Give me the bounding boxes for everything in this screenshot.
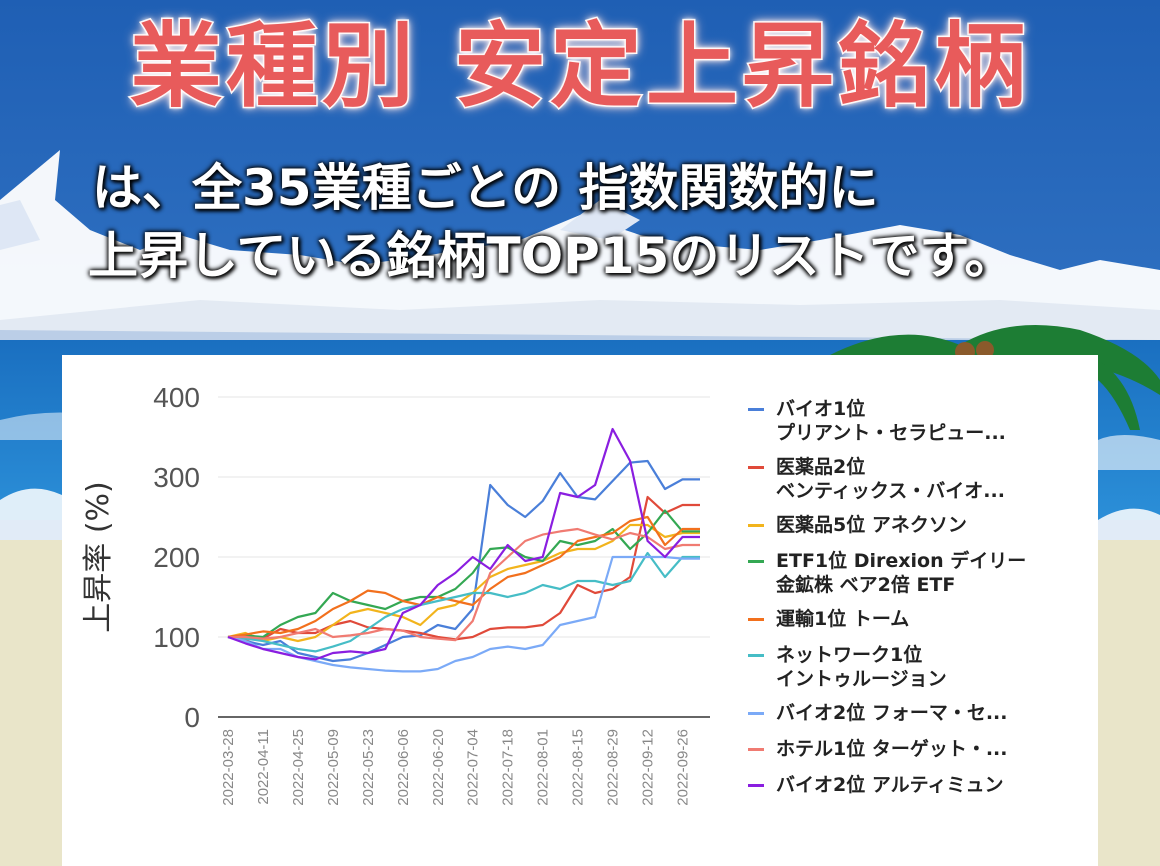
legend-swatch <box>748 466 764 469</box>
legend-label: ETF1位 Direxion デイリー <box>776 550 1027 572</box>
x-tick-label: 2022-04-11 <box>255 729 272 805</box>
series-line <box>227 523 700 643</box>
x-tick-label: 2022-09-12 <box>640 729 657 806</box>
x-tick-label: 2022-06-20 <box>430 729 447 806</box>
legend-label-line2: プリアント・セラピュー... <box>776 422 1006 444</box>
x-tick-label: 2022-08-15 <box>570 729 587 806</box>
legend-item: ETF1位 Direxion デイリー 金鉱株 ベア2倍 ETF <box>748 549 1088 597</box>
y-tick-label: 300 <box>153 462 200 493</box>
x-tick-label: 2022-05-09 <box>325 729 342 806</box>
legend-label-line2: ベンティックス・バイオ... <box>776 480 1005 502</box>
legend-item: 医薬品2位 ベンティックス・バイオ... <box>748 455 1088 503</box>
series-line <box>227 509 700 639</box>
legend-label: バイオ2位 アルティミュン <box>776 774 1004 796</box>
legend-swatch <box>748 560 764 563</box>
y-tick-label: 0 <box>184 702 200 733</box>
legend-label: ネットワーク1位 <box>776 644 923 666</box>
palm-tree-icon <box>830 325 1160 430</box>
subtitle-line-2: 上昇している銘柄TOP15のリストです。 <box>88 227 1015 285</box>
legend-swatch <box>748 748 764 751</box>
x-tick-label: 2022-04-25 <box>290 729 307 806</box>
legend-swatch <box>748 524 764 527</box>
x-tick-label: 2022-07-18 <box>500 729 517 806</box>
legend-label: ホテル1位 ターゲット・... <box>776 738 1008 760</box>
series-line <box>228 527 700 642</box>
chart-legend: バイオ1位 プリアント・セラピュー... 医薬品2位 ベンティックス・バイオ... 医薬… <box>748 397 1088 809</box>
y-axis-label: 上昇率 (%) <box>81 481 116 632</box>
legend-label: バイオ2位 フォーマ・セ... <box>776 702 1008 724</box>
x-tick-label: 2022-09-26 <box>675 729 692 806</box>
legend-item: ホテル1位 ターゲット・... <box>748 737 1088 761</box>
page-title: 業種別 安定上昇銘柄 <box>128 12 1031 122</box>
y-tick-label: 400 <box>153 382 200 413</box>
subtitle-line-1: は、全35業種ごとの 指数関数的に <box>92 159 879 217</box>
clouds <box>0 150 1160 340</box>
legend-item: 医薬品5位 アネクソン <box>748 513 1088 537</box>
legend-item: バイオ2位 アルティミュン <box>748 773 1088 797</box>
legend-label: 医薬品2位 <box>776 456 866 478</box>
series-line <box>227 427 700 661</box>
y-tick-label: 100 <box>153 622 200 653</box>
x-tick-label: 2022-07-04 <box>465 729 482 806</box>
x-tick-label: 2022-08-01 <box>535 729 552 806</box>
chart-panel: 0 100 200 300 400 上昇率 (%) 2022-03-28 2022-04-11… <box>62 355 1098 866</box>
line-chart: 0 100 200 300 400 上昇率 (%) 2022-03-28 2022-04-11… <box>81 382 710 806</box>
legend-label-line2: 金鉱株 ベア2倍 ETF <box>776 574 956 596</box>
legend-item: ネットワーク1位 イントゥルージョン <box>748 643 1088 691</box>
legend-item: バイオ2位 フォーマ・セ... <box>748 701 1088 725</box>
legend-label-line2: イントゥルージョン <box>776 668 947 690</box>
legend-label: 医薬品5位 アネクソン <box>776 514 967 536</box>
y-tick-label: 200 <box>153 542 200 573</box>
series-line <box>227 459 700 663</box>
legend-swatch <box>748 712 764 715</box>
x-tick-label: 2022-08-29 <box>605 729 622 806</box>
legend-swatch <box>748 654 764 657</box>
legend-item: 運輸1位 トーム <box>748 607 1088 631</box>
legend-swatch <box>748 618 764 621</box>
legend-swatch <box>748 408 764 411</box>
series-line <box>227 551 700 653</box>
series-line <box>227 515 700 639</box>
x-tick-label: 2022-06-06 <box>395 729 412 806</box>
legend-swatch <box>748 784 764 787</box>
legend-item: バイオ1位 プリアント・セラピュー... <box>748 397 1088 445</box>
legend-label: 運輸1位 トーム <box>776 608 910 630</box>
legend-label: バイオ1位 <box>776 398 866 420</box>
x-tick-label: 2022-03-28 <box>220 729 237 806</box>
x-tick-label: 2022-05-23 <box>360 729 377 806</box>
